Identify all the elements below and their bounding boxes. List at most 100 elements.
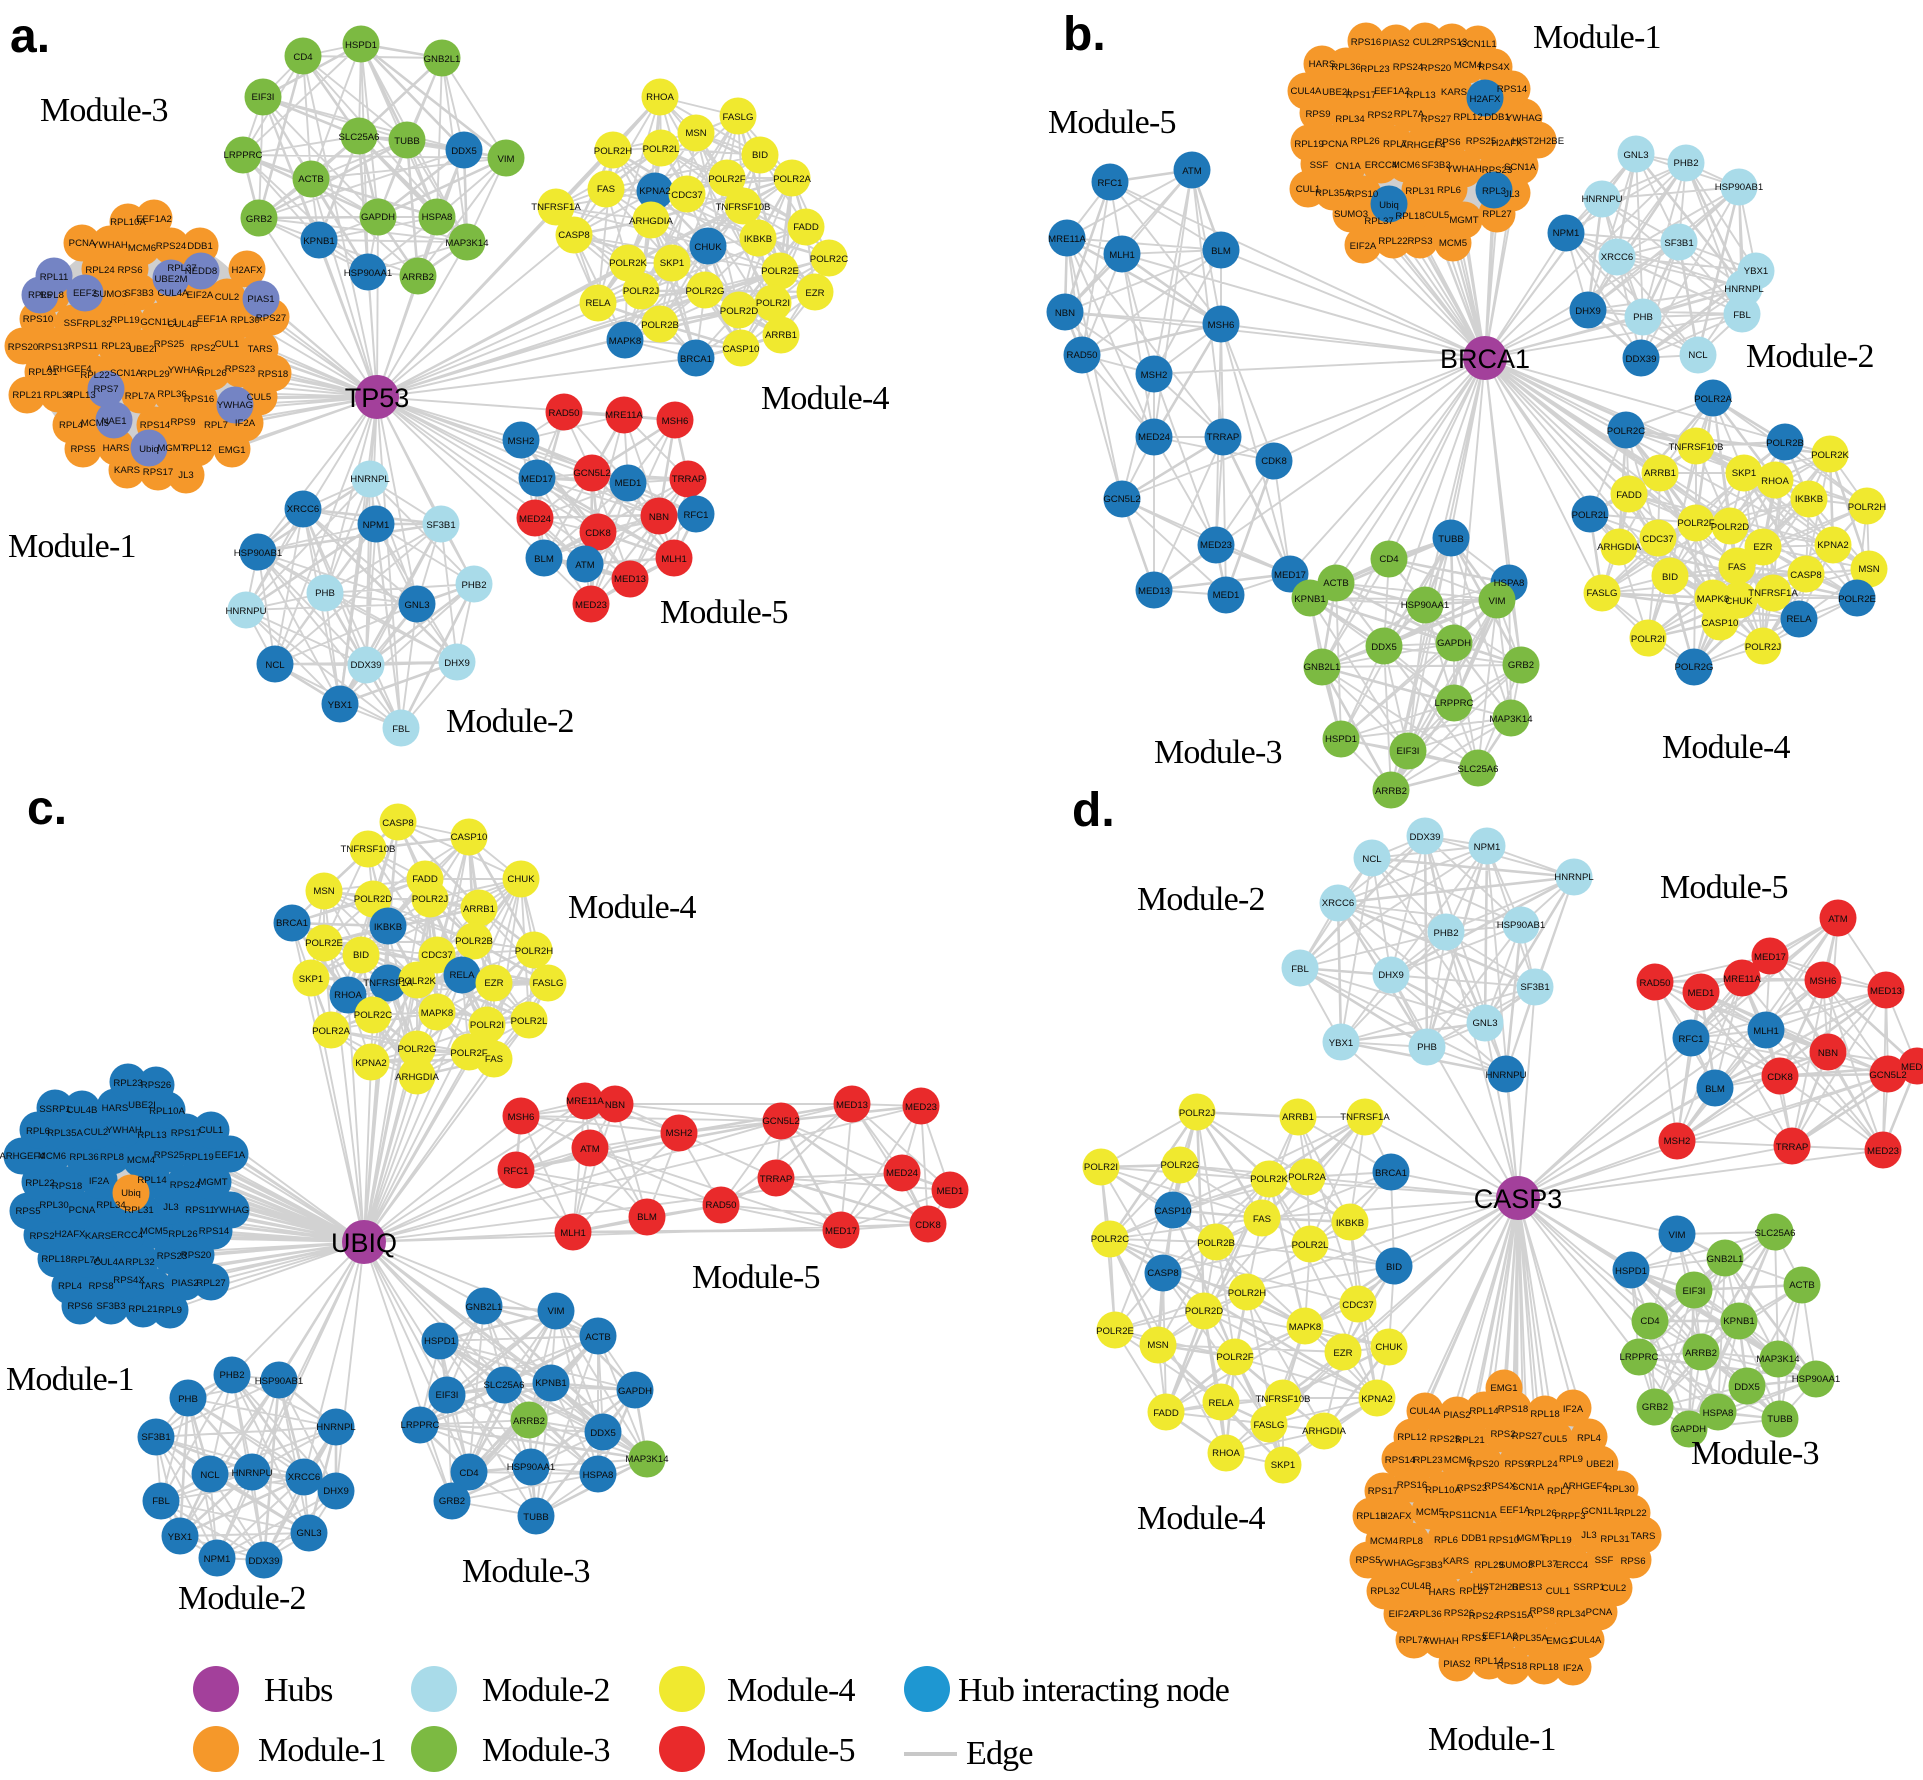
svg-text:PHB: PHB: [1633, 312, 1653, 323]
svg-text:Module-1: Module-1: [6, 1361, 134, 1398]
svg-text:RPL27: RPL27: [1482, 209, 1511, 220]
svg-text:SCN1A: SCN1A: [110, 368, 143, 379]
svg-text:RELA: RELA: [1786, 614, 1812, 625]
svg-text:KARS: KARS: [85, 1231, 111, 1242]
svg-text:MSH2: MSH2: [1141, 370, 1168, 381]
svg-text:GNL3: GNL3: [1472, 1018, 1497, 1029]
svg-text:RELA: RELA: [449, 970, 475, 981]
svg-text:RPS2: RPS2: [1367, 110, 1392, 121]
svg-text:IKBKB: IKBKB: [1795, 494, 1823, 505]
svg-text:POLR2A: POLR2A: [773, 174, 811, 185]
svg-text:PHB2: PHB2: [1433, 928, 1458, 939]
svg-text:DDX39: DDX39: [1626, 354, 1657, 365]
svg-text:SKP1: SKP1: [660, 258, 685, 269]
svg-text:CASP8: CASP8: [1147, 1268, 1178, 1279]
svg-text:RPL34: RPL34: [43, 390, 73, 401]
svg-text:MED1: MED1: [615, 478, 642, 489]
svg-text:RPL13: RPL13: [1406, 90, 1435, 101]
svg-text:LRPPRC: LRPPRC: [1435, 698, 1474, 709]
svg-text:MED24: MED24: [1138, 432, 1171, 443]
svg-text:CDC37: CDC37: [671, 190, 702, 201]
svg-text:RPS4X: RPS4X: [113, 1275, 145, 1286]
svg-text:ERCC4: ERCC4: [1556, 1560, 1589, 1571]
svg-text:NAE1: NAE1: [101, 416, 126, 427]
svg-text:Module-4: Module-4: [727, 1672, 855, 1709]
svg-text:RPL32: RPL32: [82, 319, 111, 330]
svg-text:HNRNPL: HNRNPL: [350, 474, 390, 485]
svg-text:TRRAP: TRRAP: [760, 1174, 793, 1185]
svg-text:MRE11A: MRE11A: [566, 1096, 604, 1107]
svg-text:SLC25A6: SLC25A6: [483, 1380, 524, 1391]
svg-text:ARRB1: ARRB1: [1644, 468, 1676, 479]
svg-text:POLR2C: POLR2C: [354, 1010, 392, 1021]
svg-text:CASP8: CASP8: [382, 818, 413, 829]
svg-text:RPS18: RPS18: [52, 1181, 82, 1192]
svg-text:RPS24: RPS24: [156, 241, 187, 252]
svg-text:RPL26: RPL26: [1350, 136, 1379, 147]
svg-text:HSPA8: HSPA8: [1494, 578, 1525, 589]
svg-text:RPL35A: RPL35A: [47, 1128, 83, 1139]
svg-text:RPS14: RPS14: [1385, 1455, 1416, 1466]
svg-text:Module-5: Module-5: [727, 1732, 855, 1769]
svg-text:KPNB1: KPNB1: [303, 236, 334, 247]
svg-text:ARHGDIA: ARHGDIA: [1597, 542, 1641, 553]
svg-text:SUMO3: SUMO3: [1334, 209, 1368, 220]
svg-text:SSRP1: SSRP1: [39, 1104, 70, 1115]
svg-text:POLR2K: POLR2K: [609, 258, 647, 269]
svg-text:RPL32: RPL32: [125, 1257, 154, 1268]
svg-text:CDK8: CDK8: [1767, 1072, 1793, 1083]
svg-text:TNFRSF1A: TNFRSF1A: [1748, 588, 1798, 599]
svg-text:RPL6: RPL6: [1437, 185, 1461, 196]
svg-text:MLH1: MLH1: [1109, 250, 1135, 261]
svg-text:BID: BID: [752, 150, 768, 161]
svg-text:GCN5L2: GCN5L2: [573, 468, 610, 479]
svg-text:POLR2E: POLR2E: [1838, 594, 1876, 605]
svg-text:RPL7A: RPL7A: [125, 391, 156, 402]
svg-text:NPM1: NPM1: [204, 1554, 231, 1565]
svg-text:VIM: VIM: [497, 154, 514, 165]
svg-text:RPL18: RPL18: [41, 1254, 70, 1265]
svg-text:RPS16: RPS16: [1397, 1480, 1427, 1491]
svg-text:MSN: MSN: [1858, 564, 1879, 575]
svg-text:POLR2D: POLR2D: [720, 306, 758, 317]
svg-text:FBL: FBL: [152, 1496, 170, 1507]
svg-text:GNB2L1: GNB2L1: [424, 54, 461, 65]
svg-text:POLR2B: POLR2B: [1197, 1238, 1235, 1249]
svg-text:Module-1: Module-1: [1533, 19, 1661, 56]
svg-text:KPNA2: KPNA2: [639, 186, 670, 197]
svg-text:RPS23: RPS23: [1457, 1483, 1487, 1494]
svg-text:POLR2K: POLR2K: [1250, 1174, 1288, 1185]
svg-text:CUL4A: CUL4A: [1410, 1406, 1442, 1417]
svg-text:CUL4A: CUL4A: [1571, 1635, 1603, 1646]
svg-text:BRCA1: BRCA1: [1440, 344, 1530, 374]
svg-text:HSP90AB1: HSP90AB1: [1715, 182, 1764, 193]
svg-text:MED24: MED24: [886, 1168, 919, 1179]
svg-text:RPS14: RPS14: [199, 1226, 230, 1237]
svg-text:RPS15A: RPS15A: [1497, 1610, 1534, 1621]
svg-text:HSPA8: HSPA8: [1703, 1408, 1734, 1419]
svg-text:RPS20: RPS20: [1421, 63, 1451, 74]
svg-text:TNFRSF1A: TNFRSF1A: [531, 202, 581, 213]
svg-text:KPNB1: KPNB1: [1294, 594, 1325, 605]
svg-text:RPL19: RPL19: [1294, 139, 1323, 150]
svg-text:POLR2H: POLR2H: [594, 146, 632, 157]
svg-text:RPS18: RPS18: [258, 369, 288, 380]
svg-text:YWHAH: YWHAH: [92, 240, 128, 251]
svg-text:EIF2A: EIF2A: [1389, 1609, 1416, 1620]
svg-text:RPS11: RPS11: [1442, 1510, 1472, 1521]
svg-text:RPS2: RPS2: [1490, 1429, 1515, 1440]
svg-text:RPS6: RPS6: [1620, 1556, 1645, 1567]
svg-text:MSN: MSN: [685, 128, 706, 139]
svg-text:XRCC6: XRCC6: [1601, 252, 1634, 263]
svg-text:RPL32: RPL32: [1370, 1586, 1399, 1597]
svg-text:MAP3K14: MAP3K14: [1489, 714, 1533, 725]
svg-text:EZR: EZR: [484, 978, 503, 989]
svg-text:MLH1: MLH1: [661, 554, 687, 565]
svg-text:MED24: MED24: [519, 514, 552, 525]
svg-text:ERCC4: ERCC4: [111, 1230, 144, 1241]
svg-text:MGMT: MGMT: [157, 443, 186, 454]
svg-text:KPNB1: KPNB1: [535, 1378, 566, 1389]
svg-text:FAS: FAS: [1728, 562, 1746, 573]
svg-text:RPL7: RPL7: [1383, 139, 1407, 150]
svg-text:UBE2I: UBE2I: [128, 1100, 156, 1111]
